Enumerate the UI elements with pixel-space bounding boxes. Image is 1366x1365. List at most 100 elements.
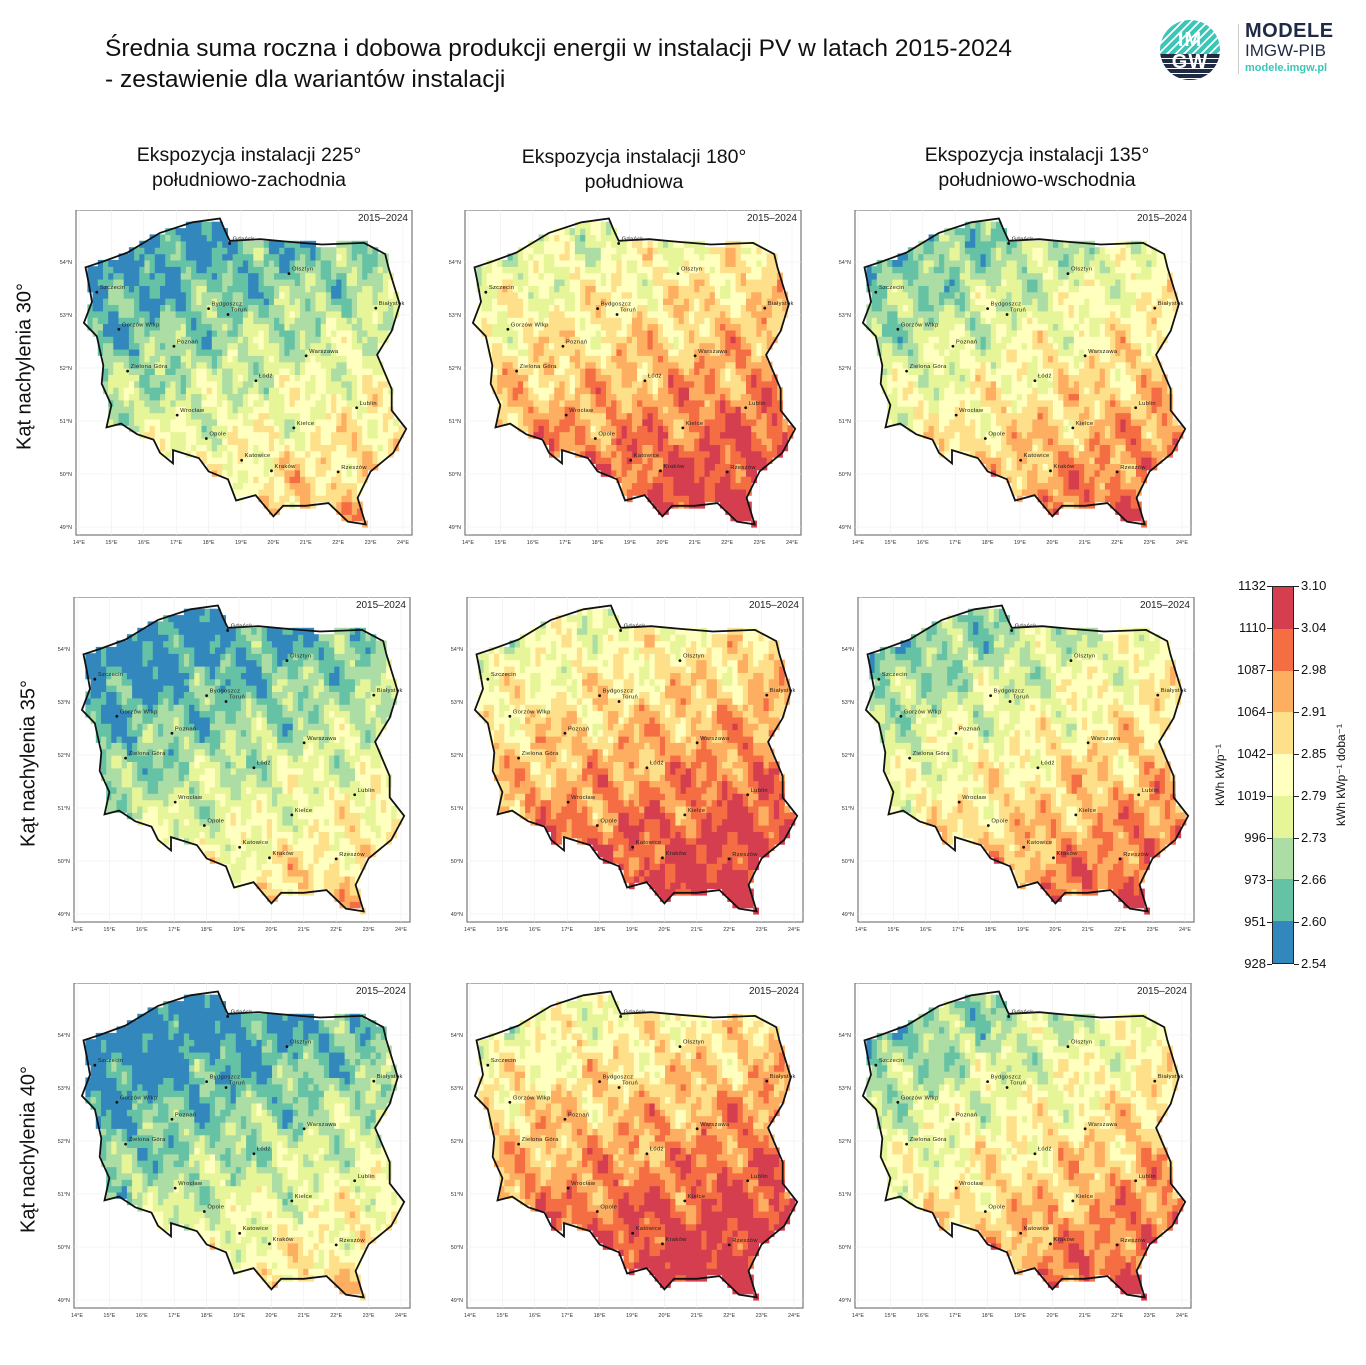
- raster-cell: [663, 488, 669, 496]
- raster-cell: [346, 279, 353, 286]
- raster-cell: [882, 368, 888, 375]
- raster-cell: [652, 374, 659, 382]
- raster-cell: [232, 253, 239, 261]
- raster-cell: [611, 317, 617, 325]
- raster-cell: [502, 285, 509, 293]
- raster-cell: [626, 285, 633, 293]
- raster-cell: [149, 406, 156, 414]
- raster-cell: [336, 431, 343, 439]
- raster-cell: [87, 266, 94, 274]
- raster-cell: [740, 272, 747, 280]
- raster-cell: [289, 272, 296, 280]
- raster-cell: [196, 317, 203, 325]
- raster-cell: [740, 406, 747, 414]
- raster-cell: [279, 298, 285, 305]
- raster-cell: [673, 431, 680, 439]
- raster-cell: [279, 329, 285, 337]
- raster-cell: [294, 444, 301, 452]
- raster-cell: [284, 393, 291, 401]
- raster-cell: [165, 374, 171, 382]
- raster-cell: [631, 425, 638, 433]
- raster-cell: [382, 438, 389, 445]
- raster-cell: [113, 259, 120, 267]
- raster-cell: [735, 507, 742, 515]
- raster-cell: [185, 272, 192, 280]
- raster-cell: [507, 336, 514, 344]
- raster-cell: [621, 298, 628, 305]
- raster-cell: [683, 298, 690, 305]
- raster-cell: [964, 431, 971, 439]
- raster-cell: [320, 329, 327, 337]
- raster-cell: [331, 348, 337, 356]
- raster-cell: [201, 418, 208, 426]
- raster-cell: [704, 361, 711, 369]
- raster-cell: [689, 412, 695, 420]
- raster-cell: [217, 393, 223, 401]
- raster-cell: [248, 253, 254, 261]
- raster-cell: [714, 361, 721, 369]
- raster-cell: [944, 323, 950, 331]
- raster-cell: [771, 285, 778, 293]
- raster-cell: [351, 329, 358, 337]
- country-border: [82, 217, 408, 526]
- raster-cell: [305, 329, 311, 337]
- raster-cell: [185, 374, 192, 382]
- raster-cell: [300, 406, 306, 414]
- raster-cell: [642, 399, 649, 407]
- raster-cell: [341, 457, 348, 464]
- raster-cell: [897, 355, 904, 363]
- raster-cell: [113, 361, 120, 369]
- raster-cell: [320, 304, 327, 312]
- raster-cell: [336, 310, 343, 318]
- raster-cell: [606, 234, 612, 242]
- raster-cell: [678, 336, 685, 344]
- raster-cell: [211, 425, 218, 433]
- raster-cell: [346, 259, 353, 267]
- raster-cell: [585, 221, 592, 229]
- raster-cell: [735, 457, 742, 464]
- raster-cell: [325, 279, 332, 286]
- raster-cell: [657, 399, 664, 407]
- raster-cell: [616, 399, 623, 407]
- raster-cell: [647, 438, 654, 445]
- raster-cell: [507, 418, 514, 426]
- raster-cell: [714, 406, 721, 414]
- raster-cell: [699, 412, 706, 420]
- raster-cell: [201, 240, 208, 248]
- raster-cell: [704, 457, 711, 464]
- raster-cell: [928, 418, 935, 426]
- raster-cell: [564, 406, 571, 414]
- raster-cell: [336, 495, 343, 503]
- raster-cell: [357, 329, 363, 337]
- raster-cell: [300, 285, 306, 293]
- raster-cell: [970, 304, 976, 312]
- raster-cell: [274, 317, 280, 325]
- raster-cell: [642, 279, 649, 286]
- raster-cell: [949, 393, 956, 401]
- raster-cell: [196, 291, 203, 299]
- raster-cell: [144, 298, 151, 305]
- raster-cell: [673, 291, 680, 299]
- raster-cell: [258, 247, 265, 255]
- raster-cell: [631, 368, 638, 375]
- raster-cell: [746, 279, 752, 286]
- raster-cell: [211, 304, 218, 312]
- raster-cell: [170, 253, 177, 261]
- raster-cell: [388, 285, 394, 293]
- raster-cell: [310, 444, 317, 452]
- raster-cell: [923, 279, 930, 286]
- raster-cell: [928, 329, 935, 337]
- raster-cell: [185, 221, 192, 229]
- raster-cell: [310, 355, 317, 363]
- raster-cell: [222, 438, 228, 445]
- raster-cell: [149, 298, 156, 305]
- raster-cell: [362, 380, 368, 388]
- raster-cell: [657, 368, 664, 375]
- raster-cell: [761, 336, 768, 344]
- raster-cell: [528, 272, 535, 280]
- city-label: Katowice: [634, 453, 660, 459]
- raster-cell: [585, 348, 592, 356]
- raster-cell: [180, 266, 187, 274]
- raster-cell: [626, 272, 633, 280]
- raster-cell: [699, 361, 706, 369]
